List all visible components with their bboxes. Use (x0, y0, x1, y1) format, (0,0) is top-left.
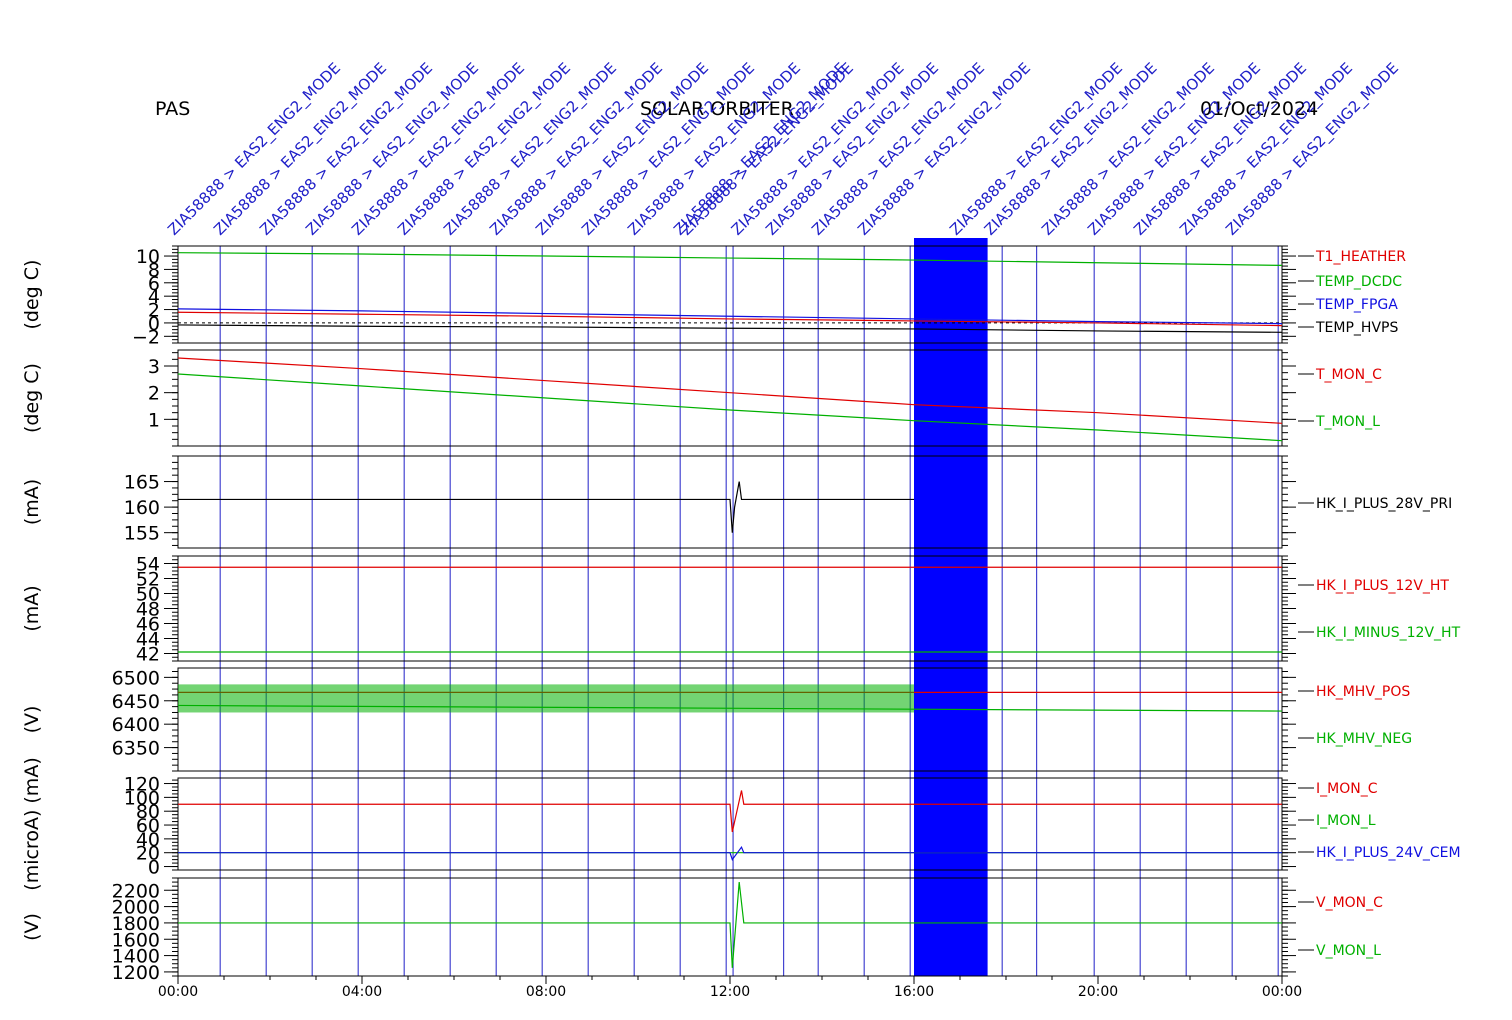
y-tick-label: 4 (148, 286, 160, 308)
legend-label: HK_I_PLUS_28V_PRI (1316, 496, 1452, 512)
y-axis-label: (deg C) (21, 363, 43, 433)
legend-label: TEMP_DCDC (1315, 274, 1402, 290)
legend-label: I_MON_C (1316, 781, 1378, 797)
y-tick-label: 1400 (112, 946, 160, 968)
y-tick-label: 44 (136, 629, 160, 651)
series-line-temp_fpga (177, 308, 1283, 325)
series-line-t1_heather (177, 311, 1283, 327)
y-tick-label: 2 (148, 300, 160, 322)
header-date-label: 01/Oct/2024 (1200, 98, 1319, 120)
series-line-v_mon_l (178, 882, 1282, 968)
header-left-label: PAS (155, 98, 191, 120)
series-line-t_mon_l (177, 373, 1283, 442)
panel-frame (177, 245, 1283, 344)
panel-t_mon: 3 2 1 (deg C) T_MON_C T_MON_L (21, 349, 1382, 447)
legend-label: TEMP_FPGA (1315, 297, 1398, 313)
series-band-hk_mhv_neg (178, 684, 914, 713)
x-tick-label: 08:00 (526, 984, 566, 1000)
y-tick-label: 1200 (112, 962, 160, 984)
legend-label: HK_MHV_NEG (1316, 731, 1412, 747)
legend-label: HK_I_PLUS_24V_CEM (1316, 845, 1461, 861)
y-tick-label: −2 (132, 326, 160, 348)
legend-label: I_MON_L (1316, 813, 1376, 829)
panel-current_28v: 165 160 155 (mA) HK_I_PLUS_28V_PRI (21, 455, 1452, 549)
y-tick-label: 160 (124, 497, 160, 519)
panel-frame (177, 667, 1283, 772)
y-tick-label: 2 (148, 383, 160, 405)
y-tick-label: 1600 (112, 929, 160, 951)
legend-label: HK_I_PLUS_12V_HT (1316, 578, 1449, 594)
series-line-hk_i_plus_28v_pri (178, 481, 914, 533)
y-tick-label: 54 (136, 554, 160, 576)
y-tick-label: 60 (136, 815, 160, 837)
y-axis-label: (microA) (mA) (21, 757, 43, 890)
event-cluster-band (914, 238, 988, 976)
legend-label: T1_HEATHER (1315, 249, 1406, 265)
y-axis-label: (mA) (21, 479, 43, 525)
y-tick-label: 50 (136, 584, 160, 606)
y-tick-label: 48 (136, 599, 160, 621)
series-line-temp_hvps (177, 324, 1283, 333)
y-tick-label: 1 (148, 409, 160, 431)
series-line-t_mon_c (177, 357, 1283, 424)
y-tick-label: 155 (124, 523, 160, 545)
panel-frame (177, 777, 1283, 871)
panel-frame (177, 555, 1283, 662)
y-tick-label: 0 (148, 857, 160, 879)
y-tick-label: 6 (148, 273, 160, 295)
y-tick-label: 120 (124, 774, 160, 796)
legend-label: HK_I_MINUS_12V_HT (1316, 625, 1461, 641)
y-tick-label: 46 (136, 614, 160, 636)
x-tick-label: 00:00 (1262, 984, 1302, 1000)
y-tick-label: 100 (124, 787, 160, 809)
y-tick-label: 6400 (112, 714, 160, 736)
y-tick-label: 2200 (112, 880, 160, 902)
y-tick-label: 80 (136, 801, 160, 823)
y-tick-label: 42 (136, 644, 160, 666)
legend-label: T_MON_L (1315, 414, 1380, 430)
y-tick-label: 6450 (112, 691, 160, 713)
y-axis-label: (mA) (21, 585, 43, 631)
series-line-temp_dcdc (177, 252, 1283, 266)
legend-label: TEMP_HVPS (1315, 320, 1398, 336)
y-axis-label: (deg C) (21, 260, 43, 330)
event-label: ZIA58888 > EAS2_ENG2_MODE (1130, 59, 1310, 239)
x-tick-label: 12:00 (710, 984, 750, 1000)
legend-label: V_MON_C (1316, 895, 1383, 911)
panel-frame (177, 455, 1283, 549)
legend-label: V_MON_L (1316, 943, 1381, 959)
legend-label: T_MON_C (1315, 367, 1382, 383)
y-tick-label: 2000 (112, 897, 160, 919)
y-tick-label: 20 (136, 843, 160, 865)
x-tick-label: 04:00 (342, 984, 382, 1000)
y-tick-label: 6500 (112, 667, 160, 689)
y-tick-label: 0 (148, 313, 160, 335)
x-tick-label: 00:00 (158, 984, 198, 1000)
legend-label: HK_MHV_POS (1316, 684, 1410, 700)
y-tick-label: 52 (136, 569, 160, 591)
y-axis-label: (V) (21, 913, 43, 941)
y-axis-label: (V) (21, 706, 43, 734)
x-tick-label: 16:00 (894, 984, 934, 1000)
y-tick-label: 6350 (112, 738, 160, 760)
x-tick-label: 20:00 (1078, 984, 1118, 1000)
y-tick-label: 1800 (112, 913, 160, 935)
y-tick-label: 40 (136, 829, 160, 851)
time-axis: 00:00 04:00 08:00 12:00 16:00 20:00 00:00 (158, 976, 1302, 1000)
y-tick-label: 10 (136, 246, 160, 268)
series-line-hk_i_plus_24v_cem (178, 845, 1282, 861)
y-tick-label: 3 (148, 356, 160, 378)
series-line-i_mon_c (178, 790, 1282, 833)
y-tick-label: 165 (124, 472, 160, 494)
header-center-label: SOLAR ORBITER (640, 98, 794, 120)
panel-frame (177, 349, 1283, 447)
y-tick-label: 8 (148, 259, 160, 281)
